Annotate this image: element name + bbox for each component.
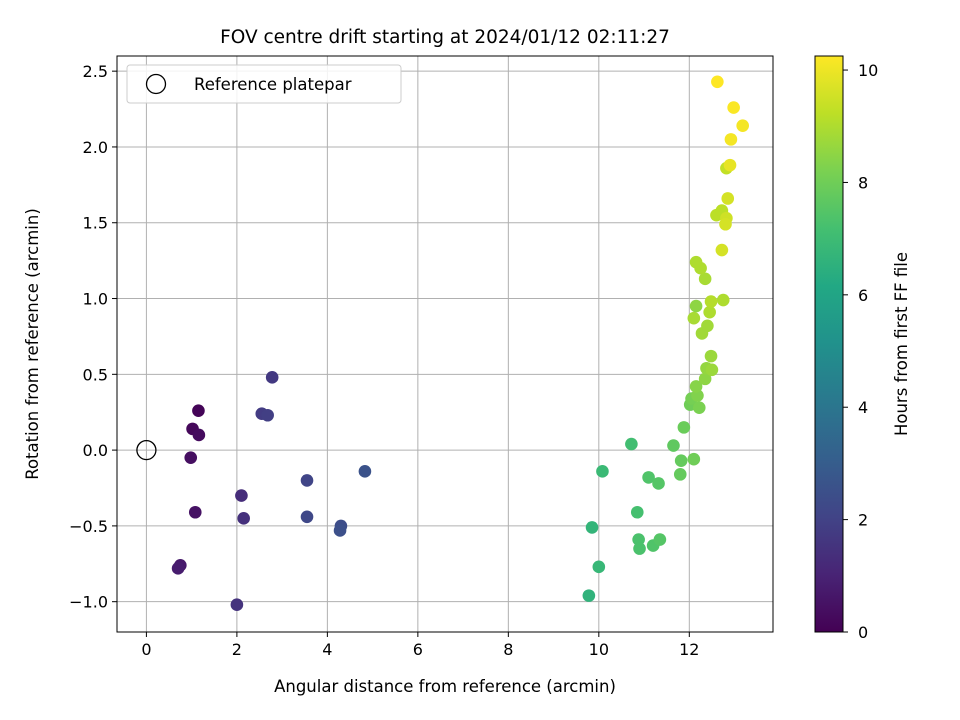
x-tick-label: 2 (232, 640, 242, 659)
colorbar: 0 2 4 6 8 10 Hours from first FF file (814, 55, 911, 642)
data-point (698, 272, 712, 286)
data-point (237, 512, 250, 525)
data-point (358, 465, 372, 478)
data-point (719, 217, 732, 231)
data-point (727, 101, 740, 114)
y-axis-ticks: −1.0 −0.5 0.0 0.5 1.0 1.5 2.0 2.5 (69, 62, 117, 612)
data-point (265, 371, 279, 384)
data-point (687, 452, 701, 466)
data-point (704, 349, 718, 363)
data-point (300, 474, 314, 487)
colorbar-ticks: 0 2 4 6 8 10 (843, 61, 878, 642)
x-tick-label: 12 (679, 640, 699, 659)
y-tick-label: −1.0 (69, 593, 108, 612)
data-point (171, 562, 185, 575)
colorbar-tick-label: 4 (858, 398, 868, 417)
y-tick-label: 1.5 (83, 214, 108, 233)
data-point (674, 454, 688, 468)
x-tick-label: 4 (322, 640, 332, 659)
data-point (192, 428, 206, 442)
legend-box (126, 64, 402, 104)
data-point (235, 489, 248, 502)
legend: Reference platepar (126, 64, 402, 104)
data-point (653, 533, 667, 546)
data-point (698, 372, 712, 386)
data-point (585, 521, 599, 534)
data-point (715, 243, 729, 257)
y-tick-label: 1.0 (83, 290, 108, 309)
y-tick-label: 2.0 (83, 138, 108, 157)
x-tick-label: 0 (141, 640, 151, 659)
grid-lines (117, 56, 773, 632)
data-point (184, 451, 198, 464)
y-axis-label: Rotation from reference (arcmin) (23, 208, 42, 480)
data-point (701, 319, 714, 333)
data-point (704, 295, 718, 308)
data-point (716, 293, 730, 307)
data-point (592, 560, 606, 574)
data-point (333, 524, 347, 537)
data-point (630, 505, 644, 519)
data-point (703, 305, 716, 319)
data-point (689, 255, 703, 269)
colorbar-tick-label: 8 (858, 173, 868, 192)
data-point (689, 299, 703, 313)
data-point (724, 133, 738, 146)
data-point (711, 75, 724, 89)
data-point (633, 542, 646, 555)
data-point (192, 404, 205, 417)
data-point (689, 380, 703, 393)
colorbar-label: Hours from first FF file (892, 252, 911, 436)
data-point (625, 437, 638, 451)
reference-marker (136, 439, 157, 461)
chart-title: FOV centre drift starting at 2024/01/12 … (220, 27, 670, 48)
colorbar-tick-label: 6 (858, 286, 868, 305)
data-point (582, 589, 596, 602)
data-point (261, 408, 274, 422)
x-tick-label: 10 (589, 640, 609, 659)
data-point (705, 363, 719, 377)
data-point (596, 465, 609, 478)
data-point (723, 158, 737, 172)
legend-entry-label: Reference platepar (194, 75, 352, 94)
data-point (652, 477, 665, 490)
data-point (642, 471, 655, 484)
y-tick-label: −0.5 (69, 517, 108, 536)
data-point (230, 598, 244, 612)
legend-reference-marker-icon (145, 73, 167, 95)
x-tick-label: 6 (413, 640, 423, 659)
data-point (736, 119, 749, 133)
colorbar-tick-label: 10 (858, 61, 878, 80)
data-points (171, 75, 749, 612)
data-point (687, 311, 701, 325)
reference-platepar-marker (136, 439, 157, 461)
colorbar-gradient (814, 55, 844, 633)
x-tick-label: 8 (503, 640, 513, 659)
data-point (188, 505, 202, 519)
data-point (721, 192, 735, 205)
colorbar-tick-label: 2 (858, 511, 868, 530)
colorbar-tick-label: 0 (858, 623, 868, 642)
data-point (632, 533, 645, 546)
x-axis-ticks: 0 2 4 6 8 10 12 (141, 632, 699, 659)
data-point (673, 468, 687, 481)
y-tick-label: 0.0 (83, 441, 108, 460)
data-point (677, 421, 691, 434)
x-axis-label: Angular distance from reference (arcmin) (274, 677, 616, 696)
data-point (667, 439, 680, 452)
plot-frame (116, 55, 774, 633)
y-tick-label: 2.5 (83, 62, 108, 81)
data-point (692, 401, 706, 414)
y-tick-label: 0.5 (83, 365, 108, 384)
data-point (300, 510, 314, 524)
